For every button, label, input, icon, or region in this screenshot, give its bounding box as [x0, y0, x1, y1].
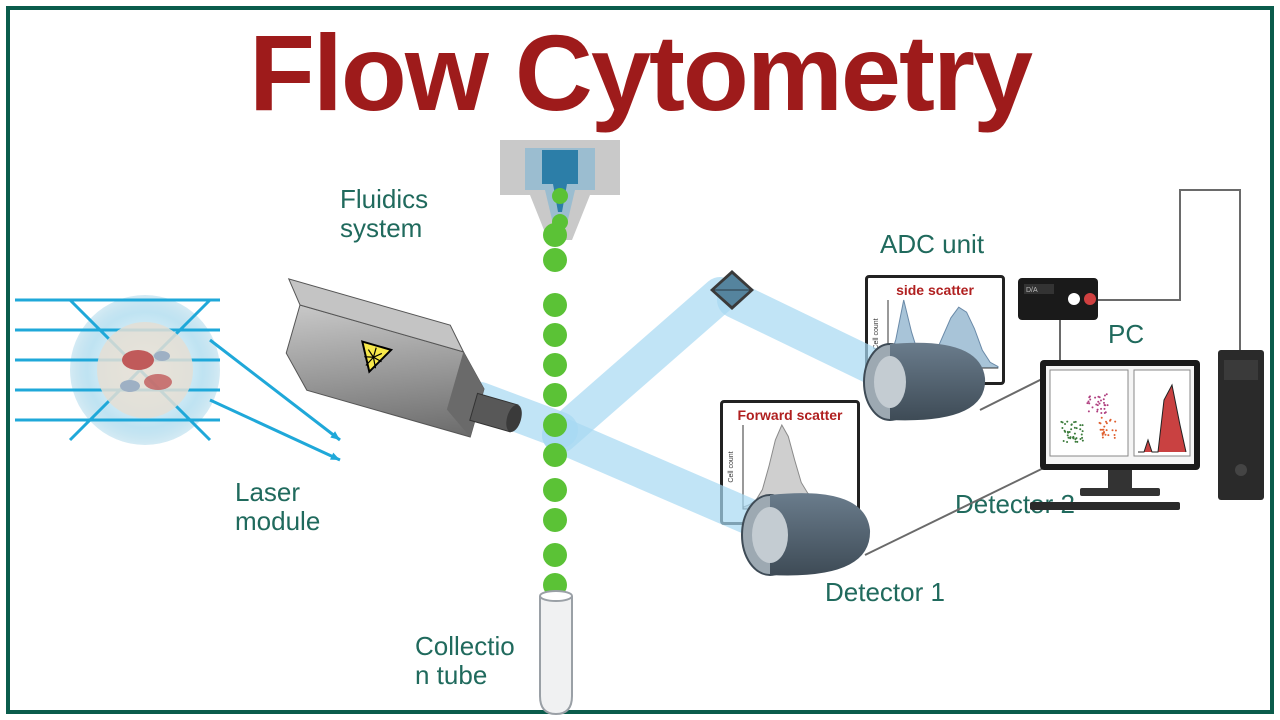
diagram-canvas: D/A — [0, 0, 1280, 720]
detector-1 — [742, 493, 870, 575]
pc-workstation — [1030, 350, 1264, 510]
illuminated-cell — [15, 295, 340, 460]
cell-stream — [543, 223, 567, 627]
adc-unit: D/A — [1018, 278, 1098, 320]
collection-tube — [540, 591, 572, 714]
svg-text:D/A: D/A — [1026, 287, 1038, 294]
detector-2 — [864, 343, 985, 421]
laser-module — [261, 279, 541, 449]
